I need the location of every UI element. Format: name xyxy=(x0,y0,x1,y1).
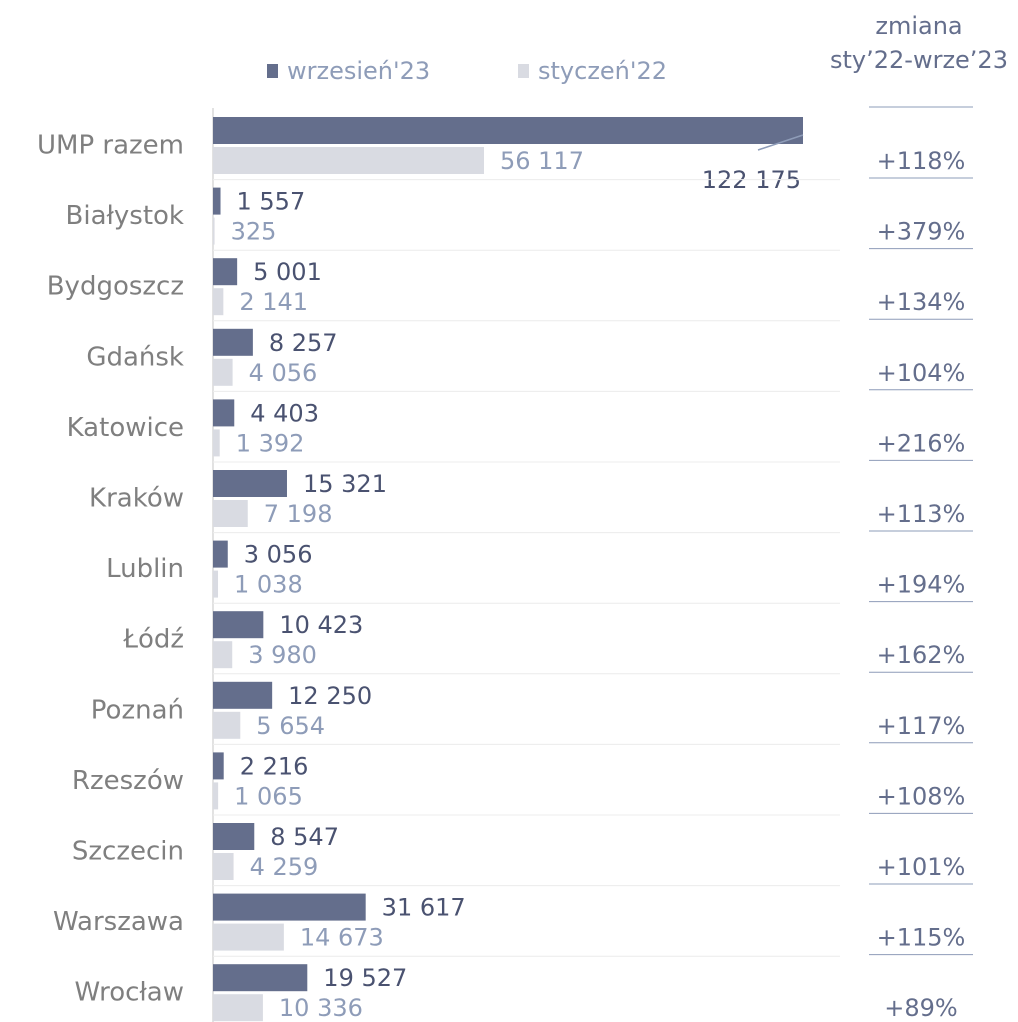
change-header: sty’22-wrze’23 xyxy=(830,46,1008,74)
change-label: +379% xyxy=(877,218,966,246)
bar xyxy=(213,358,233,386)
bar xyxy=(213,399,235,427)
category-label: Lublin xyxy=(106,554,184,584)
value-label: 1 392 xyxy=(236,429,305,457)
change-label: +216% xyxy=(877,429,966,457)
change-label: +134% xyxy=(877,288,966,316)
change-label: +162% xyxy=(877,641,966,669)
change-label: +108% xyxy=(877,782,966,810)
change-header: zmiana xyxy=(875,12,962,40)
change-label: +117% xyxy=(877,712,966,740)
bar xyxy=(213,994,263,1022)
bar xyxy=(213,258,238,286)
value-label: 19 527 xyxy=(323,964,407,992)
bar xyxy=(213,893,366,921)
bar xyxy=(213,611,264,639)
legend-label: styczeń'22 xyxy=(538,57,667,85)
value-label: 5 001 xyxy=(253,258,322,286)
change-label: +115% xyxy=(877,924,966,952)
category-label: Rzeszów xyxy=(72,766,184,796)
category-label: UMP razem xyxy=(37,131,184,161)
change-label: +101% xyxy=(877,853,966,881)
value-label: 1 557 xyxy=(237,188,306,216)
value-label: 15 321 xyxy=(303,470,387,498)
value-label: 4 259 xyxy=(250,853,319,881)
value-label: 4 403 xyxy=(250,399,319,427)
category-label: Katowice xyxy=(67,413,184,443)
category-label: Szczecin xyxy=(72,837,184,867)
leader-line xyxy=(757,134,804,151)
bar xyxy=(213,782,219,810)
bar xyxy=(213,500,248,527)
value-label: 3 056 xyxy=(244,541,313,569)
value-label: 12 250 xyxy=(288,682,372,710)
value-label: 8 547 xyxy=(270,823,339,851)
value-label: 10 423 xyxy=(279,611,363,639)
bar xyxy=(213,964,308,992)
value-label: 325 xyxy=(231,218,277,246)
category-label: Białystok xyxy=(66,201,184,231)
category-label: Łódź xyxy=(122,625,184,655)
bar xyxy=(213,117,803,144)
change-label: +194% xyxy=(877,571,966,599)
change-label: +104% xyxy=(877,359,966,387)
value-label: 31 617 xyxy=(382,894,466,922)
value-label: 2 216 xyxy=(240,752,309,780)
bar xyxy=(213,429,220,457)
bar xyxy=(213,923,284,951)
value-label: 5 654 xyxy=(256,712,325,740)
value-label: 1 038 xyxy=(234,571,303,599)
value-label: 4 056 xyxy=(249,359,318,387)
change-label: +118% xyxy=(877,147,966,175)
legend-label: wrzesień'23 xyxy=(287,57,430,85)
value-label: 10 336 xyxy=(279,994,363,1022)
bar xyxy=(213,540,228,568)
category-label: Poznań xyxy=(91,695,184,725)
value-label: 14 673 xyxy=(300,924,384,952)
bar xyxy=(213,328,253,356)
bar xyxy=(213,752,224,780)
legend-swatch xyxy=(518,64,529,78)
value-label: 56 117 xyxy=(500,147,584,175)
bar xyxy=(213,217,215,245)
change-label: +113% xyxy=(877,500,966,528)
bar xyxy=(213,187,221,215)
legend-swatch xyxy=(267,64,278,78)
value-label: 1 065 xyxy=(234,782,303,810)
value-label: 3 980 xyxy=(248,641,317,669)
category-label: Warszawa xyxy=(53,907,184,937)
category-label: Kraków xyxy=(89,484,184,514)
change-label: +89% xyxy=(884,994,957,1022)
category-label: Bydgoszcz xyxy=(47,272,184,302)
bar xyxy=(213,470,287,497)
bar xyxy=(213,288,224,316)
value-label: 7 198 xyxy=(264,500,333,528)
bar xyxy=(213,853,234,880)
bar xyxy=(213,823,255,850)
bar xyxy=(213,570,219,598)
value-label: 2 141 xyxy=(239,288,308,316)
category-label: Gdańsk xyxy=(86,342,184,372)
bar xyxy=(213,681,273,709)
category-label: Wrocław xyxy=(75,978,184,1008)
bar xyxy=(213,711,241,739)
bar xyxy=(213,147,484,174)
value-label: 8 257 xyxy=(269,329,338,357)
bar xyxy=(213,641,233,669)
